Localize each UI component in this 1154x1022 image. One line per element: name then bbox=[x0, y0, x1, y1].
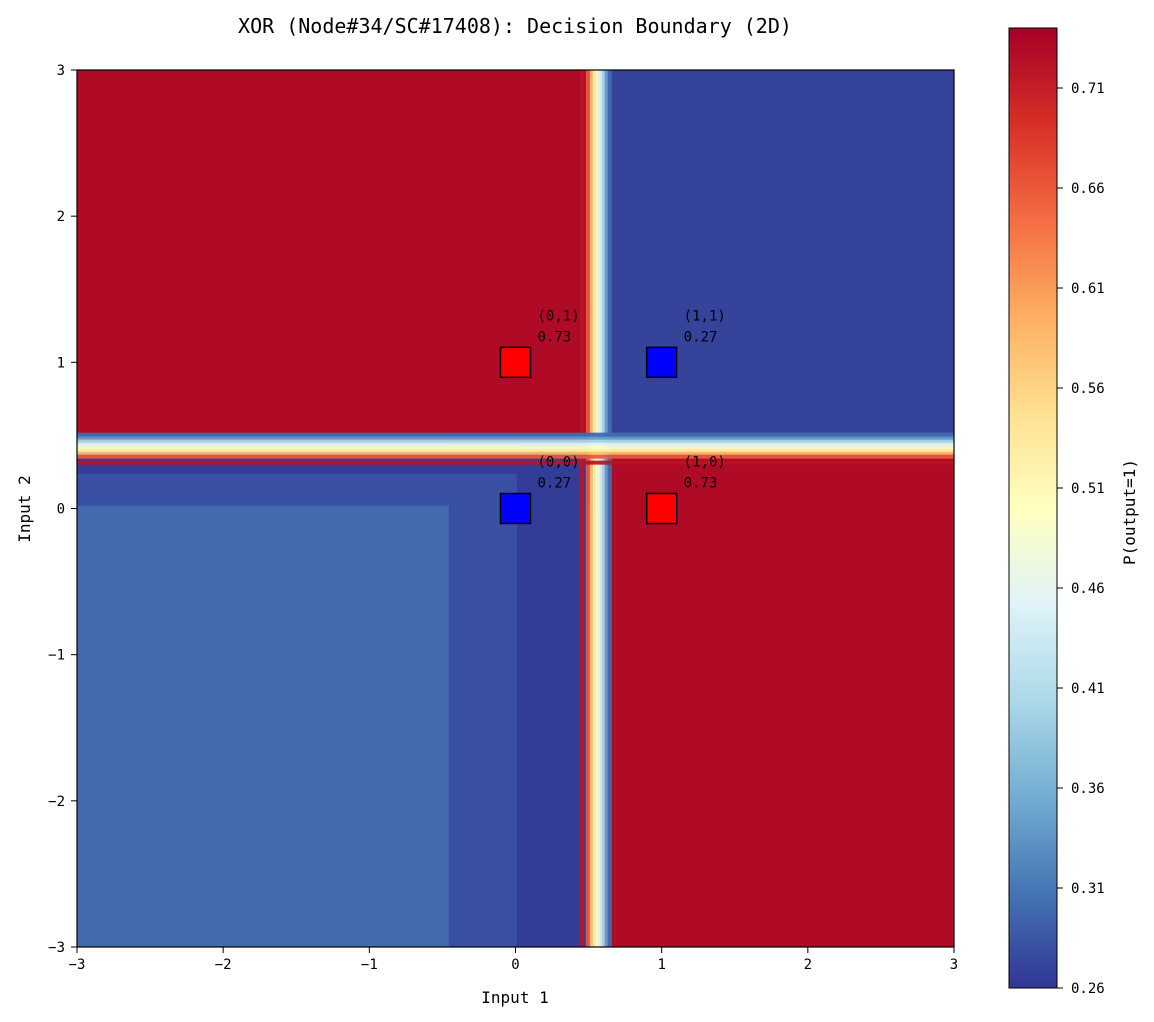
boundary-band-h bbox=[77, 435, 954, 440]
colorbar-tick-label: 0.61 bbox=[1071, 281, 1105, 297]
colorbar-tick-label: 0.66 bbox=[1071, 181, 1105, 197]
x-tick-label: −3 bbox=[69, 957, 86, 973]
point-label: (0,1) bbox=[538, 308, 580, 324]
colorbar-tick-label: 0.41 bbox=[1071, 681, 1105, 697]
y-tick-label: 2 bbox=[57, 209, 65, 225]
colorbar-gradient bbox=[1009, 28, 1057, 988]
boundary-band-h bbox=[77, 447, 954, 452]
colorbar-tick-label: 0.71 bbox=[1071, 81, 1105, 97]
boundary-band-v bbox=[579, 70, 584, 947]
colorbar-tick-label: 0.31 bbox=[1071, 881, 1105, 897]
colorbar-ticks: 0.26 0.31 0.36 0.41 0.46 0.51 0.56 0.61 0.66 0.71 bbox=[1057, 81, 1105, 997]
boundary-band-h bbox=[77, 438, 954, 443]
x-tick-label: 0 bbox=[511, 957, 519, 973]
region-bottom-right-core bbox=[616, 465, 954, 947]
y-tick-label: 3 bbox=[57, 63, 65, 79]
x-tick-label: 1 bbox=[657, 957, 665, 973]
boundary-band-v bbox=[595, 70, 600, 947]
point-prob: 0.73 bbox=[684, 476, 718, 492]
boundary-band-h bbox=[77, 432, 954, 437]
boundary-band-h bbox=[77, 450, 954, 455]
y-tick-label: 0 bbox=[57, 502, 65, 518]
boundary-band-h bbox=[77, 454, 954, 459]
chart-title: XOR (Node#34/SC#17408): Decision Boundar… bbox=[238, 14, 792, 38]
point-label: (1,0) bbox=[684, 455, 726, 471]
point-label: (1,1) bbox=[684, 308, 726, 324]
boundary-band-h bbox=[77, 460, 954, 465]
colorbar-tick-label: 0.51 bbox=[1071, 481, 1105, 497]
point-label: (0,0) bbox=[538, 455, 580, 471]
plot-area bbox=[77, 70, 954, 947]
x-tick-label: −2 bbox=[215, 957, 232, 973]
point-marker bbox=[499, 492, 532, 525]
contour-band-inner bbox=[516, 445, 589, 947]
boundary-band-v bbox=[598, 70, 603, 947]
x-axis: −3 −2 −1 0 1 2 3 bbox=[69, 947, 958, 973]
colorbar-frame bbox=[1008, 27, 1058, 989]
point-prob: 0.73 bbox=[538, 329, 572, 345]
region-top-left-core bbox=[77, 70, 579, 428]
point-marker bbox=[499, 346, 532, 379]
boundary-band-v bbox=[585, 70, 590, 947]
boundary-band-v bbox=[601, 70, 606, 947]
colorbar-tick-label: 0.36 bbox=[1071, 781, 1105, 797]
data-points: (0,0) 0.27 (0,1) 0.73 (1,0) 0.73 (1,1) 0.27 bbox=[499, 308, 726, 525]
y-tick-label: −2 bbox=[48, 794, 65, 810]
point-marker bbox=[645, 492, 678, 525]
point-prob: 0.27 bbox=[538, 476, 572, 492]
point-marker bbox=[645, 346, 678, 379]
x-tick-label: 2 bbox=[804, 957, 812, 973]
boundary-band-v bbox=[604, 70, 609, 947]
y-tick-label: 1 bbox=[57, 355, 65, 371]
colorbar-tick-label: 0.46 bbox=[1071, 581, 1105, 597]
colorbar-tick-label: 0.56 bbox=[1071, 381, 1105, 397]
boundary-band-v bbox=[589, 70, 594, 947]
boundary-band-h bbox=[77, 441, 954, 446]
x-tick-label: −1 bbox=[361, 957, 378, 973]
colorbar-tick-label: 0.26 bbox=[1071, 981, 1105, 997]
colorbar-label: P(output=1) bbox=[1120, 459, 1139, 565]
x-axis-label: Input 1 bbox=[481, 988, 548, 1007]
boundary-band-v bbox=[592, 70, 597, 947]
y-axis: −3 −2 −1 0 1 2 3 bbox=[48, 63, 77, 956]
boundary-band-h bbox=[77, 444, 954, 449]
boundary-band-v bbox=[607, 70, 612, 947]
y-tick-label: −1 bbox=[48, 648, 65, 664]
point-prob: 0.27 bbox=[684, 329, 718, 345]
x-tick-label: 3 bbox=[950, 957, 958, 973]
y-axis-label: Input 2 bbox=[15, 475, 34, 542]
y-tick-label: −3 bbox=[48, 940, 65, 956]
